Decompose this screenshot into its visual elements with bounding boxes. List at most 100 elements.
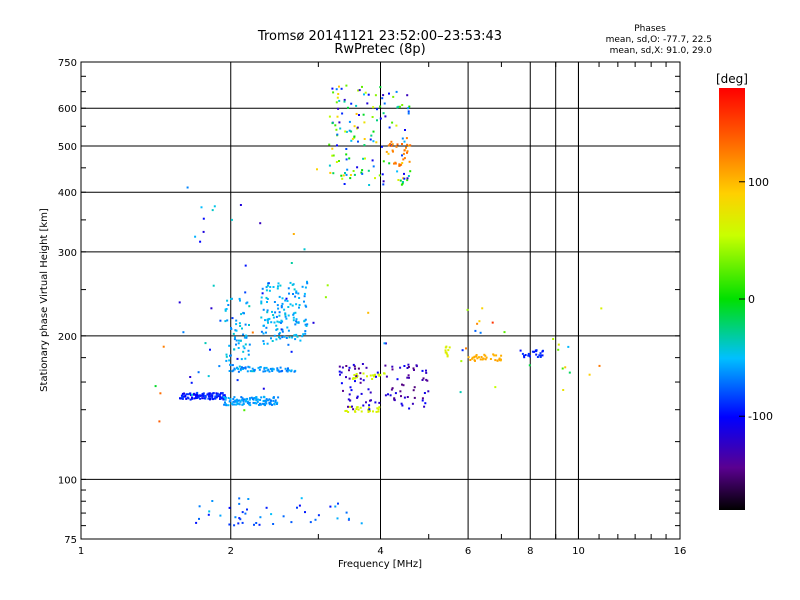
chart-subtitle: RwPretec (8p)	[334, 42, 425, 57]
data-point	[244, 398, 247, 401]
data-point	[232, 400, 235, 403]
data-point	[368, 404, 371, 407]
data-point	[329, 505, 332, 508]
data-point	[407, 107, 410, 110]
data-point	[209, 395, 212, 398]
data-point	[251, 370, 254, 373]
data-point	[284, 367, 287, 370]
data-point	[387, 144, 390, 147]
data-point	[332, 91, 335, 94]
data-point	[289, 303, 292, 306]
data-point	[370, 134, 373, 137]
data-point	[273, 301, 276, 303]
data-point	[495, 354, 498, 357]
data-point	[392, 150, 394, 153]
data-point	[218, 393, 221, 396]
data-point	[237, 339, 240, 342]
data-point	[258, 404, 260, 406]
data-point	[194, 235, 197, 238]
data-point	[371, 159, 374, 162]
data-point	[158, 420, 161, 423]
data-point	[528, 364, 531, 367]
data-point	[199, 397, 202, 400]
data-point	[407, 112, 410, 115]
data-point	[503, 331, 506, 334]
data-point	[524, 354, 527, 356]
data-point	[270, 321, 273, 324]
data-point	[236, 366, 239, 369]
data-point	[237, 370, 240, 373]
data-point	[521, 352, 524, 355]
data-point	[371, 378, 374, 380]
data-point	[278, 295, 281, 298]
data-point	[276, 367, 279, 370]
data-point	[368, 406, 370, 409]
data-point	[259, 399, 262, 401]
data-point	[244, 323, 247, 326]
data-point	[262, 324, 265, 327]
data-point	[292, 319, 295, 322]
data-point	[291, 304, 294, 307]
data-point	[231, 364, 234, 367]
data-point	[381, 97, 384, 100]
data-point	[481, 358, 484, 361]
data-point	[370, 399, 372, 402]
data-point	[267, 399, 269, 402]
data-point	[474, 359, 476, 362]
data-point	[403, 149, 406, 152]
data-point	[349, 399, 352, 402]
data-point	[244, 343, 247, 346]
data-point	[348, 517, 350, 520]
data-point	[239, 368, 242, 371]
data-point	[393, 397, 396, 400]
data-point	[539, 355, 542, 358]
data-point	[361, 85, 363, 88]
data-point	[229, 400, 232, 402]
data-point	[415, 365, 418, 368]
data-point	[212, 392, 215, 395]
data-point	[336, 96, 339, 99]
data-point	[345, 376, 347, 379]
data-point	[354, 376, 357, 379]
data-point	[539, 354, 542, 357]
data-point	[348, 157, 351, 160]
data-point	[277, 307, 280, 310]
data-point	[357, 367, 360, 370]
data-point	[338, 85, 340, 88]
data-point	[533, 350, 536, 353]
data-point	[356, 375, 359, 377]
data-point	[243, 409, 246, 412]
data-point	[368, 184, 371, 186]
data-point	[377, 410, 380, 413]
data-point	[352, 170, 355, 172]
data-point	[384, 115, 387, 118]
data-point	[402, 152, 405, 155]
data-point	[303, 292, 306, 295]
data-point	[341, 112, 344, 115]
data-point	[233, 338, 236, 341]
data-point	[220, 392, 222, 395]
data-point	[404, 129, 406, 131]
data-point	[396, 378, 399, 381]
data-point	[195, 395, 197, 398]
data-point	[266, 309, 269, 312]
data-point	[272, 316, 275, 319]
data-point	[355, 375, 358, 378]
data-point	[350, 389, 353, 392]
data-point	[212, 398, 214, 401]
data-point	[372, 374, 375, 377]
data-point	[231, 402, 234, 405]
data-point	[268, 398, 271, 401]
data-point	[159, 392, 162, 395]
data-point	[238, 297, 241, 300]
data-point	[345, 409, 348, 412]
data-point	[239, 369, 242, 372]
data-point	[214, 397, 217, 400]
data-point	[291, 336, 294, 339]
data-point	[246, 400, 249, 403]
data-point	[292, 316, 295, 319]
data-point	[202, 395, 205, 398]
data-point	[265, 402, 268, 405]
data-point	[324, 296, 327, 299]
data-point	[394, 392, 397, 395]
